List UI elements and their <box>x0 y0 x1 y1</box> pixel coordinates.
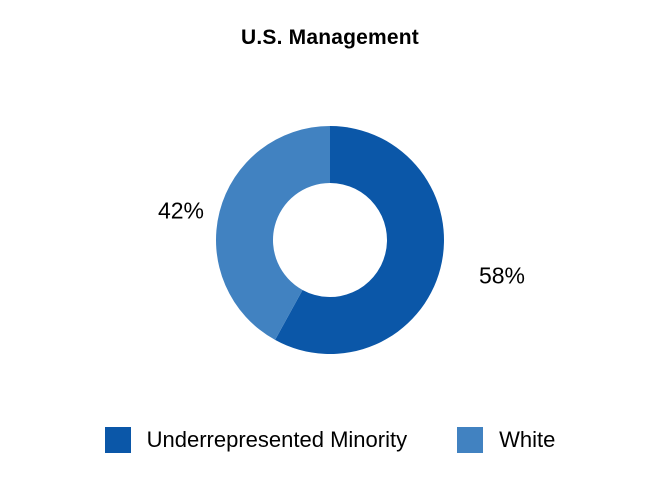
donut-slice-underrepresented-minority <box>275 126 445 354</box>
legend-label-white: White <box>499 427 556 452</box>
donut-slice-white <box>216 126 330 340</box>
legend-swatch-underrepresented-minority <box>104 427 131 453</box>
legend-item-white: White <box>457 427 555 453</box>
chart-title: U.S. Management <box>240 26 420 49</box>
chart-legend: Underrepresented Minority White <box>0 427 660 453</box>
slice-label-white: 42% <box>157 197 205 224</box>
slice-label-underrepresented-minority: 58% <box>478 262 526 289</box>
legend-swatch-white <box>457 427 484 453</box>
legend-label-underrepresented-minority: Underrepresented Minority <box>146 427 408 452</box>
legend-item-underrepresented-minority: Underrepresented Minority <box>104 427 408 453</box>
